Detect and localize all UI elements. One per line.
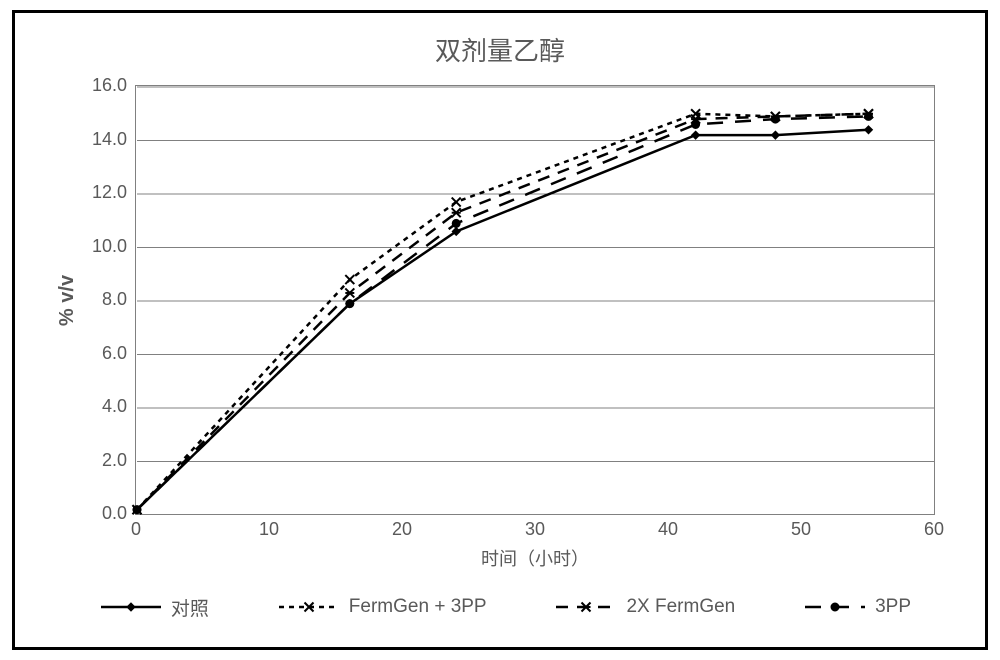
series-line-0: [137, 130, 869, 510]
series-marker-3: [771, 115, 779, 123]
x-tick-label: 10: [249, 519, 289, 540]
y-tick-label: 12.0: [67, 182, 127, 203]
y-tick-label: 8.0: [67, 289, 127, 310]
plot-area: [135, 85, 935, 515]
x-tick-label: 30: [515, 519, 555, 540]
legend-item-1: FermGen + 3PP: [277, 596, 487, 618]
legend-swatch: [803, 597, 867, 617]
y-tick-label: 10.0: [67, 236, 127, 257]
legend-swatch: [277, 597, 341, 617]
chart-title: 双剂量乙醇: [35, 31, 965, 68]
x-tick-label: 0: [116, 519, 156, 540]
series-line-1: [137, 114, 869, 510]
legend-item-2: 2X FermGen: [554, 596, 735, 618]
y-tick-label: 6.0: [67, 343, 127, 364]
series-line-2: [137, 114, 869, 510]
x-axis-label: 时间（小时）: [135, 545, 935, 571]
series-marker-3: [452, 219, 460, 227]
legend-item-3: 3PP: [803, 596, 911, 618]
series-marker-3: [692, 120, 700, 128]
legend-label: FermGen + 3PP: [349, 596, 487, 618]
legend-label: 3PP: [875, 596, 911, 618]
legend: 对照 FermGen + 3PP 2X FermGen 3PP: [65, 587, 945, 627]
legend-label: 2X FermGen: [626, 596, 735, 618]
series-marker-0: [692, 131, 700, 139]
series-marker-3: [346, 300, 354, 308]
x-tick-label: 60: [914, 519, 954, 540]
legend-swatch: [99, 597, 163, 617]
legend-swatch: [554, 597, 618, 617]
series-marker-0: [771, 131, 779, 139]
x-tick-label: 40: [648, 519, 688, 540]
x-tick-label: 50: [781, 519, 821, 540]
y-tick-label: 2.0: [67, 450, 127, 471]
series-marker-3: [133, 506, 141, 514]
chart-container: 双剂量乙醇 % v/v 时间（小时） 对照FermGen + 3PP2X Fer…: [35, 25, 965, 637]
y-tick-label: 4.0: [67, 396, 127, 417]
series-marker-0: [865, 126, 873, 134]
legend-label: 对照: [171, 594, 209, 621]
series-marker-3: [865, 112, 873, 120]
series-line-3: [137, 116, 869, 509]
legend-item-0: 对照: [99, 594, 209, 621]
plot-svg: [136, 86, 934, 514]
y-tick-label: 14.0: [67, 129, 127, 150]
y-tick-label: 16.0: [67, 75, 127, 96]
x-tick-label: 20: [382, 519, 422, 540]
outer-frame: 双剂量乙醇 % v/v 时间（小时） 对照FermGen + 3PP2X Fer…: [12, 10, 988, 650]
